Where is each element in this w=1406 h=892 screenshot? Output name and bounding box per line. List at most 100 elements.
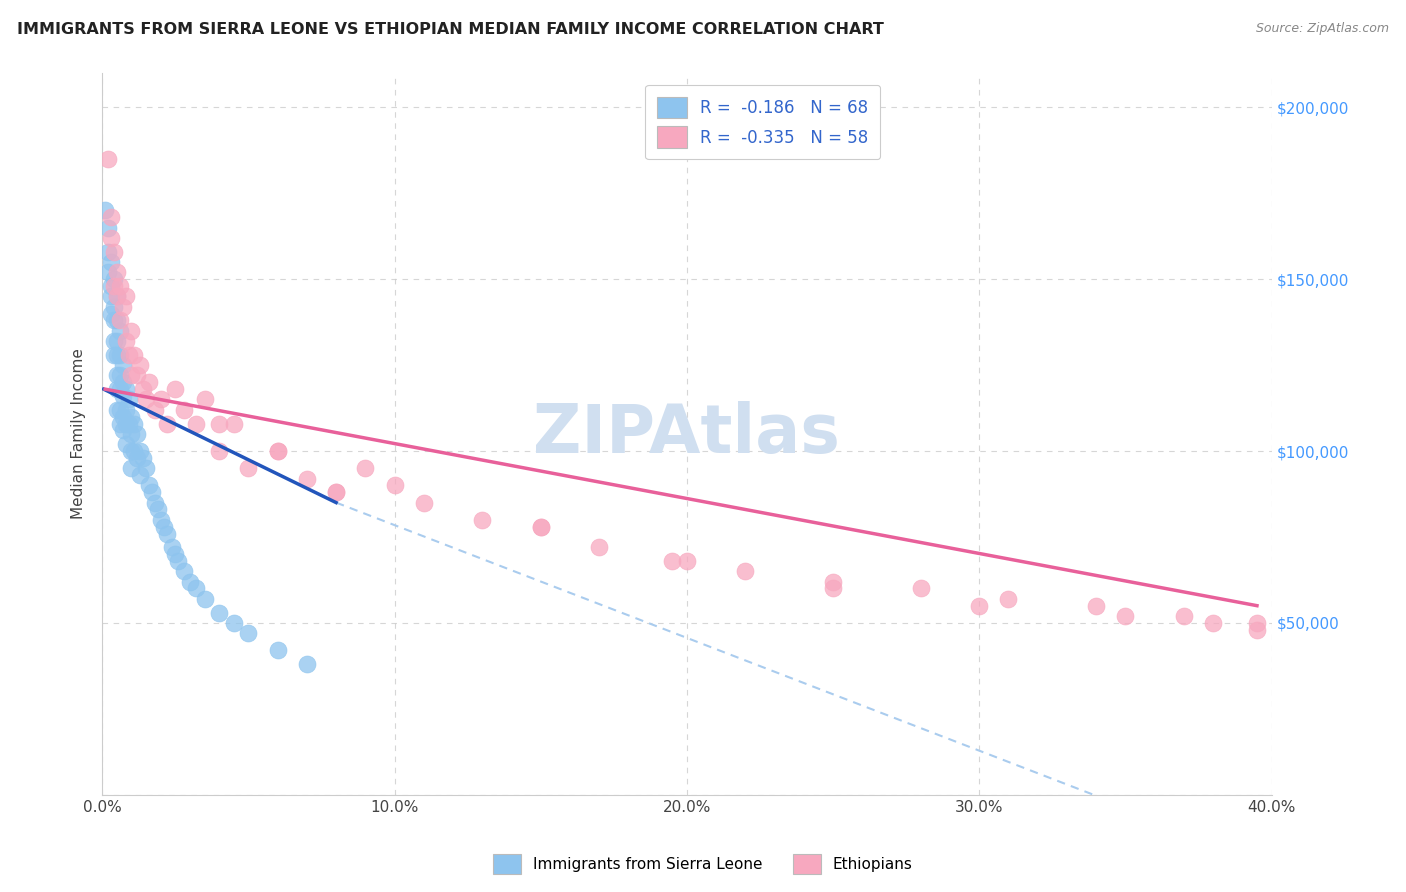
Point [132,450,155,465]
Point [208,417,231,431]
Point [103,244,125,259]
Point [997,591,1019,606]
Point [129,444,152,458]
Point [141,485,163,500]
Point [114,382,136,396]
Point [111,409,134,424]
Point [138,478,160,492]
Point [138,376,160,390]
Point [167,554,190,568]
Point [100,211,122,225]
Point [114,334,136,348]
Point [530,519,553,533]
Point [661,554,683,568]
Point [135,392,157,407]
Point [179,574,201,589]
Point [412,495,434,509]
Point [238,626,260,640]
Point [108,417,131,431]
Point [103,348,125,362]
Point [105,368,128,383]
Point [117,392,139,407]
Point [129,358,152,372]
Point [103,272,125,286]
Point [117,348,139,362]
Point [97,244,120,259]
Point [155,417,177,431]
Point [108,324,131,338]
Point [146,502,169,516]
Point [120,426,142,441]
Point [105,382,128,396]
Point [184,582,207,596]
Point [676,554,699,568]
Point [1246,615,1268,630]
Point [1114,609,1136,624]
Text: Source: ZipAtlas.com: Source: ZipAtlas.com [1256,22,1389,36]
Point [162,541,184,555]
Point [208,444,231,458]
Point [208,606,231,620]
Point [325,485,347,500]
Point [173,564,195,578]
Point [588,541,610,555]
Point [100,289,122,303]
Point [103,334,125,348]
Point [105,402,128,417]
Point [127,368,149,383]
Text: IMMIGRANTS FROM SIERRA LEONE VS ETHIOPIAN MEDIAN FAMILY INCOME CORRELATION CHART: IMMIGRANTS FROM SIERRA LEONE VS ETHIOPIA… [17,22,884,37]
Point [111,358,134,372]
Point [120,368,142,383]
Point [1085,599,1108,613]
Point [105,313,128,327]
Point [94,203,117,218]
Point [105,289,128,303]
Point [266,444,288,458]
Point [143,495,166,509]
Point [1202,615,1225,630]
Point [120,444,142,458]
Point [103,300,125,314]
Point [105,265,128,279]
Point [127,426,149,441]
Point [111,300,134,314]
Point [100,279,122,293]
Point [108,348,131,362]
Point [295,471,318,485]
Point [108,382,131,396]
Point [120,324,142,338]
Point [111,376,134,390]
Point [734,564,756,578]
Point [105,348,128,362]
Point [114,437,136,451]
Point [910,582,932,596]
Point [823,582,845,596]
Point [111,424,134,438]
Point [149,513,172,527]
Point [129,468,152,483]
Point [823,574,845,589]
Point [1173,609,1195,624]
Point [100,255,122,269]
Point [97,152,120,166]
Point [149,392,172,407]
Y-axis label: Median Family Income: Median Family Income [72,349,86,519]
Point [103,313,125,327]
Point [530,519,553,533]
Point [100,307,122,321]
Point [105,334,128,348]
Point [105,289,128,303]
Point [132,382,155,396]
Point [266,643,288,657]
Point [222,615,245,630]
Point [266,444,288,458]
Point [108,279,131,293]
Point [295,657,318,672]
Point [114,289,136,303]
Point [193,392,215,407]
Point [124,348,146,362]
Point [471,513,494,527]
Point [100,231,122,245]
Point [152,519,174,533]
Point [135,461,157,475]
